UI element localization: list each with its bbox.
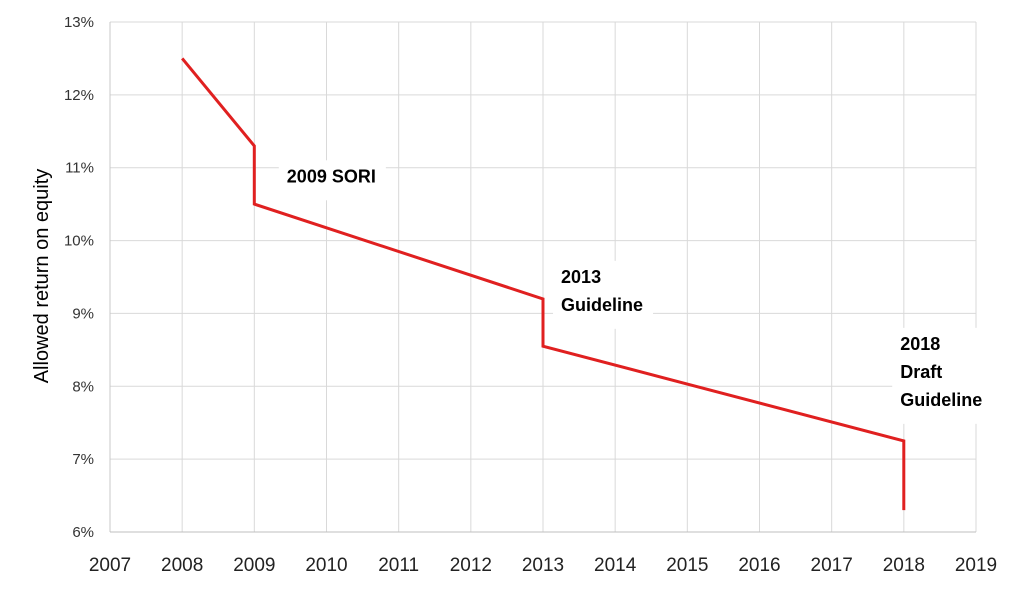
y-tick-label: 9% (72, 305, 94, 322)
annotation: 2018 Draft Guideline (892, 327, 993, 424)
annotation-text: 2013 (561, 267, 601, 287)
annotation-background (278, 160, 386, 201)
x-tick-label: 2015 (666, 555, 708, 576)
annotation-text: Guideline (561, 295, 643, 315)
axes (109, 22, 976, 533)
y-tick-label: 12% (64, 87, 94, 104)
x-tick-label: 2010 (305, 555, 347, 576)
x-tick-labels: 2007 2008 2009 2010 2011 2012 2013 2014 2015 2016… (89, 555, 997, 576)
x-tick-label: 2018 (883, 555, 925, 576)
y-tick-label: 6% (72, 524, 94, 541)
series-group (181, 57, 906, 511)
x-tick-label: 2008 (161, 555, 203, 576)
annotation-text: 2009 SORI (287, 166, 376, 186)
y-tick-label: 7% (72, 451, 94, 468)
annotation: 2009 SORI (278, 160, 386, 201)
grid-lines (110, 21, 977, 532)
y-tick-label: 10% (64, 233, 94, 250)
annotation-text: Guideline (900, 390, 982, 410)
x-tick-label: 2016 (738, 555, 780, 576)
x-tick-label: 2011 (378, 555, 419, 576)
y-tick-labels: 6% 7% 8% 9% 10% 11% 12% 13% (64, 14, 94, 541)
annotation-background (553, 260, 654, 329)
x-tick-label: 2012 (450, 555, 492, 576)
annotation: 2013 Guideline (553, 260, 654, 329)
x-tick-label: 2014 (594, 555, 637, 576)
y-axis-label: Allowed return on equity (31, 169, 53, 384)
annotation-text: 2018 (900, 334, 940, 354)
x-tick-label: 2007 (89, 555, 131, 576)
annotation-text: Draft (900, 362, 942, 382)
annotation-background (892, 327, 993, 424)
x-tick-label: 2009 (233, 555, 275, 576)
y-tick-label: 11% (65, 160, 94, 177)
x-tick-label: 2013 (522, 555, 564, 576)
y-tick-label: 8% (72, 378, 94, 395)
series-line (181, 57, 906, 511)
x-tick-label: 2019 (955, 555, 997, 576)
annotations: 2009 SORI 2013 Guideline 2018 Draft Guideline (278, 160, 993, 424)
y-tick-label: 13% (64, 14, 94, 31)
x-tick-label: 2017 (811, 555, 853, 576)
